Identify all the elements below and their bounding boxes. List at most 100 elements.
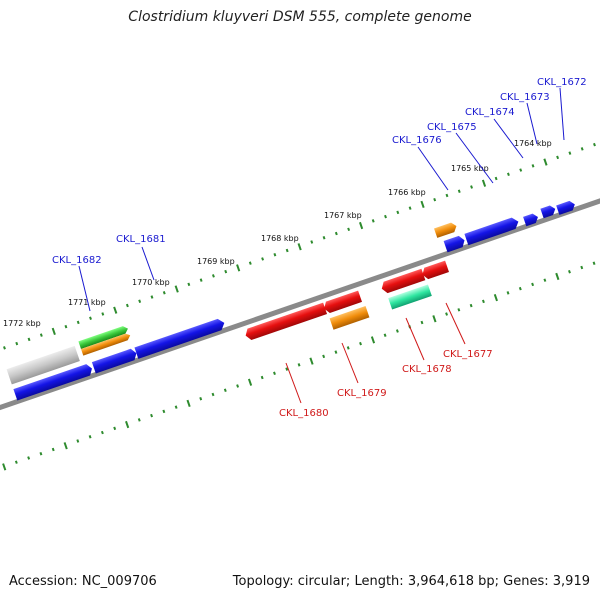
leader-line bbox=[285, 362, 302, 404]
gene-ckl-1677-block[interactable] bbox=[421, 260, 449, 281]
scale-major-tick bbox=[420, 200, 425, 209]
gene-ckl-1673-block[interactable] bbox=[540, 204, 556, 219]
gene-label-ckl-1676[interactable]: CKL_1676 bbox=[392, 135, 442, 146]
scale-major-tick bbox=[555, 272, 560, 281]
scale-minor-tick bbox=[3, 346, 6, 350]
leader-line bbox=[78, 265, 91, 312]
gene-ckl-1675-block[interactable] bbox=[464, 216, 520, 246]
scale-major-tick bbox=[174, 285, 179, 293]
scale-minor-tick bbox=[310, 240, 314, 244]
gene-ckl-1676-block[interactable] bbox=[443, 235, 467, 253]
gene-ckl-1678-teal-block[interactable] bbox=[388, 284, 432, 310]
scale-minor-tick bbox=[383, 333, 387, 337]
scale-minor-tick bbox=[174, 405, 178, 409]
scale-minor-tick bbox=[384, 214, 387, 219]
scale-minor-tick bbox=[14, 460, 18, 464]
gene-ckl-1681-block[interactable] bbox=[134, 317, 226, 359]
scale-minor-tick bbox=[162, 409, 166, 414]
gene-ckl-1679-red-block[interactable] bbox=[322, 290, 363, 315]
topology-value: circular bbox=[297, 574, 346, 589]
gene-orange-top[interactable] bbox=[434, 221, 458, 238]
gene-grey-left[interactable] bbox=[6, 345, 80, 385]
scale-minor-tick bbox=[334, 350, 338, 354]
leader-line bbox=[455, 132, 494, 184]
gene-ckl-1672-block[interactable] bbox=[556, 200, 576, 215]
tick-label: 1768 kbp bbox=[261, 234, 299, 243]
scale-minor-tick bbox=[556, 155, 560, 160]
scale-minor-tick bbox=[125, 303, 129, 308]
scale-minor-tick bbox=[580, 265, 584, 270]
gene-label-ckl-1675[interactable]: CKL_1675 bbox=[427, 122, 477, 133]
scale-minor-tick bbox=[260, 375, 264, 380]
scale-minor-tick bbox=[334, 231, 338, 236]
gene-label-ckl-1682[interactable]: CKL_1682 bbox=[52, 255, 102, 266]
scale-minor-tick bbox=[150, 413, 153, 418]
gene-label-ckl-1677[interactable]: CKL_1677 bbox=[443, 349, 493, 360]
scale-minor-tick bbox=[211, 392, 215, 397]
gene-ckl-1679-orange-block[interactable] bbox=[329, 305, 370, 330]
scale-minor-tick bbox=[199, 278, 203, 282]
gene-ckl-1680-block[interactable] bbox=[244, 302, 328, 342]
scale-minor-tick bbox=[568, 151, 572, 155]
gene-label-ckl-1681[interactable]: CKL_1681 bbox=[116, 234, 166, 245]
leader-line bbox=[405, 317, 425, 361]
leader-line bbox=[417, 146, 449, 191]
scale-minor-tick bbox=[187, 282, 191, 287]
scale-minor-tick bbox=[76, 439, 80, 443]
scale-minor-tick bbox=[433, 197, 437, 202]
forward-gene-labels: CKL_1672 CKL_1673 CKL_1674 CKL_1675 CKL_… bbox=[52, 77, 587, 312]
scale-major-tick bbox=[125, 420, 130, 429]
scale-minor-tick bbox=[101, 312, 105, 316]
scale-major-tick bbox=[186, 399, 191, 408]
inner-tick-track bbox=[2, 261, 596, 471]
scale-major-tick bbox=[493, 293, 498, 302]
gene-ckl-1674-block[interactable] bbox=[523, 212, 539, 227]
gene-label-ckl-1672[interactable]: CKL_1672 bbox=[537, 77, 587, 88]
scale-minor-tick bbox=[100, 430, 104, 435]
scale-minor-tick bbox=[543, 278, 547, 282]
scale-major-tick bbox=[309, 357, 314, 365]
scale-major-tick bbox=[481, 179, 487, 187]
gene-label-ckl-1678[interactable]: CKL_1678 bbox=[402, 364, 452, 375]
tick-label: 1772 kbp bbox=[3, 319, 41, 328]
scale-minor-tick bbox=[359, 341, 362, 346]
gene-ckl-1678-red-block[interactable] bbox=[380, 268, 426, 295]
scale-minor-tick bbox=[39, 333, 43, 337]
accession-value: NC_009706 bbox=[81, 574, 157, 589]
leader-line bbox=[341, 342, 359, 384]
scale-minor-tick bbox=[223, 388, 227, 392]
scale-minor-tick bbox=[273, 371, 276, 376]
gene-label-ckl-1679[interactable]: CKL_1679 bbox=[337, 388, 387, 399]
gene-green-top[interactable] bbox=[78, 325, 129, 349]
scale-minor-tick bbox=[445, 193, 449, 198]
reverse-gene-labels: CKL_1677 CKL_1678 CKL_1679 CKL_1680 bbox=[279, 302, 493, 419]
scale-minor-tick bbox=[494, 176, 498, 181]
scale-minor-tick bbox=[76, 320, 80, 325]
gene-ckl-1682-block[interactable] bbox=[91, 347, 138, 374]
scale-minor-tick bbox=[137, 418, 141, 422]
tick-label: 1769 kbp bbox=[197, 257, 235, 266]
scale-minor-tick bbox=[408, 206, 412, 210]
scale-major-tick bbox=[113, 306, 118, 314]
scale-minor-tick bbox=[150, 295, 154, 299]
length-value: 3,964,618 bp bbox=[407, 574, 495, 589]
gene-orange-mid[interactable] bbox=[81, 332, 132, 356]
scale-minor-tick bbox=[371, 219, 375, 223]
scale-minor-tick bbox=[420, 320, 424, 325]
genes-label: Genes: bbox=[503, 574, 549, 589]
scale-major-tick bbox=[51, 327, 56, 335]
leader-line bbox=[493, 118, 524, 159]
scale-minor-tick bbox=[470, 185, 473, 189]
scale-minor-tick bbox=[89, 316, 92, 320]
scale-minor-tick bbox=[236, 384, 240, 388]
map-title: Clostridium kluyveri DSM 555, complete g… bbox=[128, 9, 472, 25]
gene-label-ckl-1673[interactable]: CKL_1673 bbox=[500, 92, 550, 103]
scale-major-tick bbox=[370, 336, 376, 344]
gene-blue-left[interactable] bbox=[13, 363, 93, 401]
gene-label-ckl-1674[interactable]: CKL_1674 bbox=[465, 107, 515, 118]
scale-minor-tick bbox=[506, 291, 510, 295]
scale-major-tick bbox=[2, 463, 7, 471]
scale-minor-tick bbox=[322, 354, 326, 359]
gene-label-ckl-1680[interactable]: CKL_1680 bbox=[279, 408, 329, 419]
